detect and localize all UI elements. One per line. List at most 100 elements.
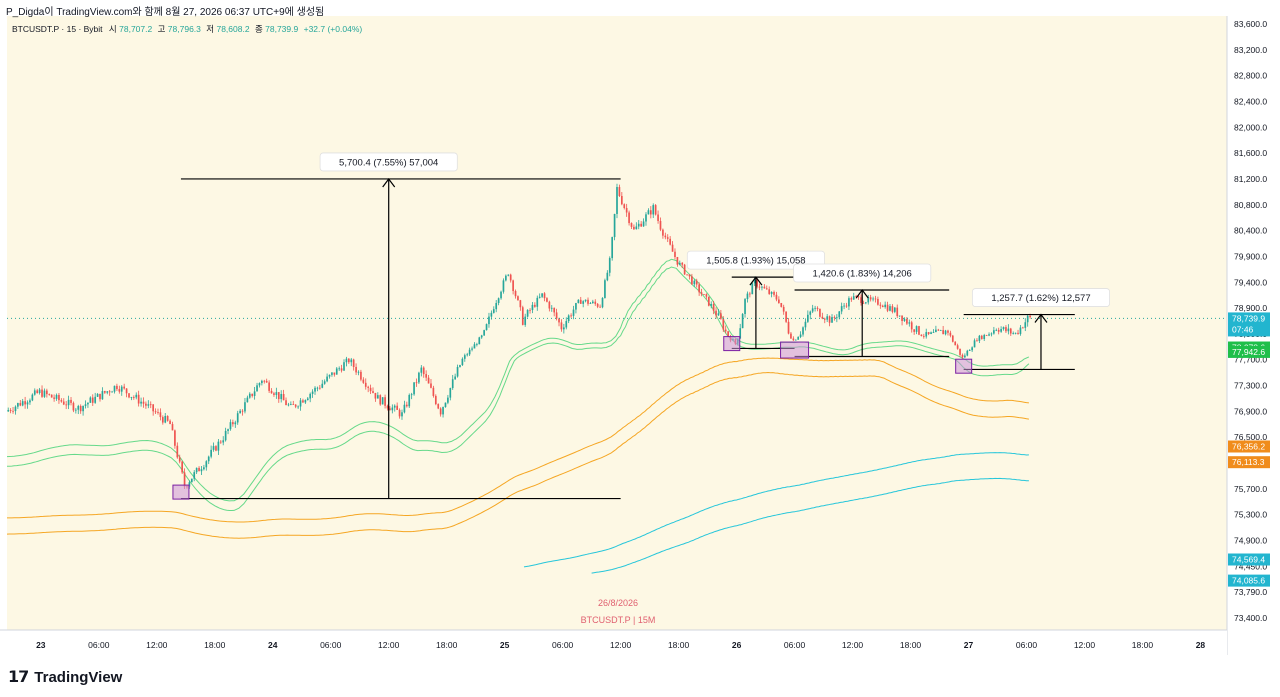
candle-body [604, 280, 606, 298]
time-tick-label: 12:00 [146, 640, 168, 650]
candle-body [657, 214, 659, 221]
candle-body [207, 456, 210, 462]
candle-body [896, 307, 899, 317]
candle-body [666, 237, 669, 239]
candle-body [707, 296, 710, 306]
candle-body [29, 400, 31, 403]
price-tag-label: 74,085.6 [1232, 576, 1265, 586]
candle-body [277, 392, 280, 400]
time-tick-label: 18:00 [436, 640, 458, 650]
candle-body [751, 283, 754, 295]
candle-body [971, 347, 973, 351]
candle-body [326, 376, 328, 382]
time-axis-background[interactable] [0, 630, 1227, 656]
candle-body [746, 293, 749, 300]
candle-body [36, 390, 39, 393]
candle-body [993, 330, 995, 334]
price-tick-label: 73,400.0 [1234, 613, 1267, 623]
price-tag-bg [1228, 440, 1270, 453]
candle-body [418, 372, 420, 383]
price-tag: 76,113.3 [1228, 456, 1270, 469]
pivot-box[interactable] [955, 358, 973, 374]
candle-body [814, 307, 816, 309]
price-tick-label: 77,300.0 [1234, 381, 1267, 391]
candle-body [901, 315, 903, 321]
candle-body [270, 390, 273, 394]
candle-body [720, 313, 722, 319]
tradingview-logo[interactable]: 𝟭𝟳 TradingView [8, 667, 122, 687]
candle-body [345, 358, 348, 363]
price-tick-label: 82,000.0 [1234, 122, 1267, 132]
candle-body [164, 415, 167, 423]
symbol-legend[interactable]: BTCUSDT.P · 15 · Bybit 시 78,707.2 고 78,7… [12, 24, 362, 34]
candle-body [275, 392, 278, 395]
time-tick-label: 18:00 [900, 640, 922, 650]
candle-body [149, 404, 152, 406]
candle-body [466, 354, 469, 356]
candle-body [514, 291, 517, 297]
time-tick-label: 06:00 [1016, 640, 1038, 650]
candle-body [608, 258, 611, 273]
candle-body [386, 405, 389, 409]
candle-body [244, 402, 246, 412]
candle-body [140, 401, 142, 404]
candle-body [7, 410, 10, 412]
candle-body [229, 422, 232, 430]
pivot-box[interactable] [780, 341, 810, 359]
candle-body [792, 338, 795, 341]
candle-body [41, 389, 43, 397]
candle-body [273, 393, 275, 395]
pivot-box[interactable] [723, 336, 741, 352]
candle-body [379, 395, 382, 405]
price-range-measure[interactable]: 1,505.8 (1.93%) 15,058 [686, 250, 825, 350]
candle-body [389, 408, 391, 411]
candle-body [12, 410, 14, 412]
candle-body [642, 221, 645, 227]
time-axis[interactable]: 23 06:00 12:00 18:00 24 06:00 12:00 18:00 25 06:0… [36, 640, 1205, 650]
candle-body [947, 330, 949, 333]
candle-body [333, 372, 336, 375]
price-tag-bg [1228, 574, 1270, 587]
price-tag-label: 78,739.9 [1232, 313, 1265, 323]
candle-body [589, 303, 592, 304]
candle-body [413, 382, 415, 395]
price-range-measure[interactable]: 1,257.7 (1.62%) 12,577 [963, 288, 1110, 371]
candle-body [823, 318, 826, 320]
price-tick-label: 82,400.0 [1234, 96, 1267, 106]
price-range-measure[interactable]: 5,700.4 (7.55%) 57,004 [180, 152, 621, 500]
candle-body [292, 404, 295, 405]
candle-body [765, 288, 768, 290]
candle-body [241, 410, 244, 412]
candle-body [524, 316, 527, 325]
candle-body [596, 303, 599, 307]
candle-body [302, 400, 304, 403]
measure-arrow-head [855, 289, 869, 299]
candle-body [128, 393, 130, 398]
price-range-measure[interactable]: 1,420.6 (1.83%) 14,206 [793, 263, 950, 358]
candle-body [852, 296, 855, 300]
measure-drawings[interactable]: 5,700.4 (7.55%) 57,004 1,505.8 (1.93%) 15… [180, 152, 1110, 500]
candle-body [253, 391, 256, 396]
candle-body [352, 359, 355, 367]
price-tag: 76,356.2 [1228, 440, 1270, 453]
candle-body [343, 362, 345, 371]
pivot-boxes[interactable] [172, 336, 973, 500]
candle-body [683, 264, 686, 275]
candle-body [239, 410, 241, 414]
candle-body [67, 399, 70, 406]
candle-body [304, 400, 307, 403]
candle-body [282, 394, 285, 401]
candle-body [488, 316, 490, 325]
candle-body [1019, 327, 1022, 334]
pivot-box[interactable] [172, 484, 190, 500]
candle-body [623, 204, 626, 208]
candle-body [664, 235, 667, 238]
time-tick-label: 12:00 [1074, 640, 1096, 650]
candle-body [492, 309, 495, 313]
candle-body [662, 229, 664, 236]
candle-body [990, 333, 993, 335]
candle-body [193, 472, 196, 479]
candle-body [633, 226, 635, 230]
candle-body [705, 294, 708, 297]
